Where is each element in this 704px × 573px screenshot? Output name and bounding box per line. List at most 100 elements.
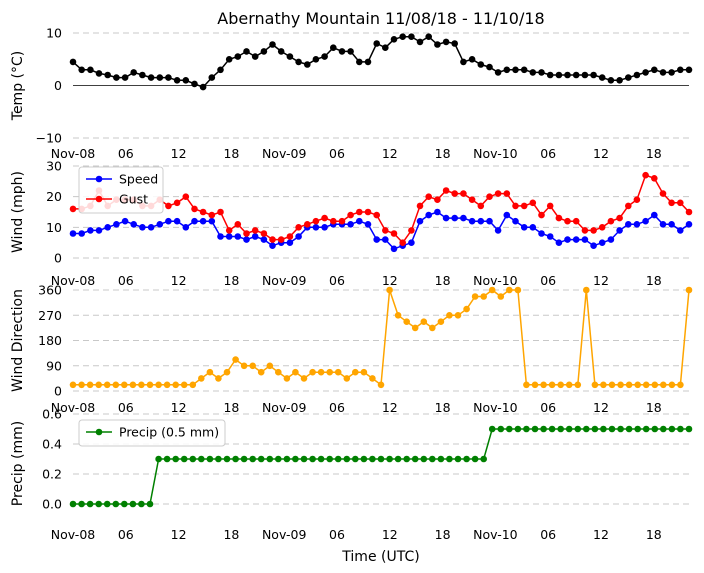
data-point [217,66,224,74]
data-point [223,455,231,463]
data-point [300,375,308,382]
data-point [565,381,573,389]
data-point [557,425,564,433]
data-point [373,236,381,243]
data-point [390,36,398,43]
x-tick-label: 18 [646,400,662,415]
data-point [199,208,207,216]
data-point [191,80,198,88]
data-point [583,286,590,294]
data-point [503,211,511,219]
data-point [377,381,385,389]
data-point [625,202,632,210]
data-point [446,312,453,319]
data-point [572,236,580,243]
data-point [633,71,641,79]
data-point [497,293,505,300]
data-point [321,224,328,231]
data-point [555,239,563,246]
data-point [312,56,320,63]
y-axis-label: Wind Direction [10,289,26,392]
data-point [425,193,433,200]
data-point [364,221,372,228]
data-point [390,230,398,237]
data-point [514,286,522,294]
data-point [317,368,325,376]
data-point [460,58,467,66]
data-point [199,217,207,225]
data-point [352,455,359,463]
data-point [180,455,188,463]
x-tick-label: 06 [329,273,345,288]
legend-label: Speed [119,172,158,187]
data-point [129,500,137,508]
data-point [330,44,337,51]
data-point [581,236,589,243]
data-point [634,381,641,389]
data-point [343,455,351,463]
y-tick-label: 270 [38,308,62,323]
data-point [416,38,424,46]
y-tick-label: 10 [46,220,62,235]
data-point [206,455,214,463]
data-point [642,69,649,76]
data-point [408,239,415,246]
data-point [546,71,554,79]
data-point [468,217,476,225]
data-point [78,381,85,389]
data-point [460,214,467,222]
y-tick-label: 180 [38,333,62,348]
data-point [95,500,102,508]
data-point [506,286,513,294]
data-point [312,224,320,231]
data-point [86,500,94,508]
legend-swatch-marker [95,428,103,436]
series-direction [69,286,693,389]
data-point [266,455,274,463]
x-tick-label: 06 [118,273,134,288]
data-point [685,66,693,74]
data-point [215,455,222,463]
data-point [373,211,381,219]
data-point [156,74,164,81]
data-point [546,202,554,210]
data-point [660,381,667,389]
x-tick-label: 18 [435,273,451,288]
data-point [103,381,111,389]
data-point [347,221,354,228]
data-point [572,71,580,79]
series-line [72,35,689,88]
series-speed [69,208,693,253]
data-point [286,53,294,60]
x-tick-label: Nov-09 [262,273,307,288]
data-point [277,48,285,55]
data-point [146,381,154,389]
data-point [514,425,522,433]
data-point [454,312,462,319]
data-point [486,193,493,200]
x-tick-label: Nov-09 [262,527,307,542]
data-point [198,455,205,463]
data-point [343,375,351,382]
x-tick-label: 06 [118,400,134,415]
data-point [69,500,77,508]
x-tick-label: 12 [593,400,609,415]
data-point [538,69,545,76]
data-point [408,33,415,40]
data-point [104,71,111,79]
data-point [283,375,291,382]
x-tick-label: 12 [171,273,187,288]
data-point [260,236,268,243]
data-point [69,230,77,237]
y-tick-label: 10 [46,26,62,41]
data-point [460,190,467,197]
data-point [607,236,615,243]
data-point [121,500,128,508]
data-point [420,318,428,326]
data-point [480,293,488,300]
data-point [429,455,436,463]
data-point [95,381,102,389]
data-point [275,455,282,463]
data-point [155,381,162,389]
x-tick-label: 12 [593,273,609,288]
